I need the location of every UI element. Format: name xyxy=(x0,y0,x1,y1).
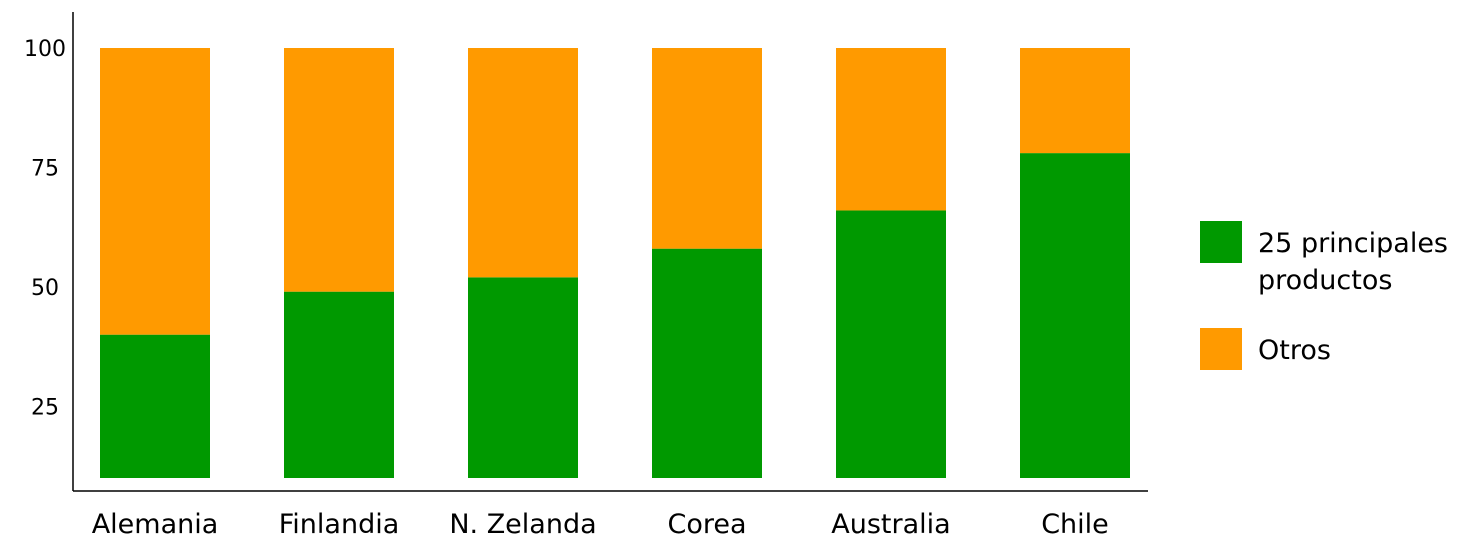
x-category-label: Australia xyxy=(831,509,950,537)
y-tick-label: 50 xyxy=(31,276,59,301)
legend-swatch xyxy=(1200,221,1242,263)
legend-label: productos xyxy=(1258,265,1392,296)
bar-otros-alemania xyxy=(100,48,210,335)
x-category-label: Alemania xyxy=(92,509,219,537)
bar-principales-australia xyxy=(836,210,946,478)
legend-label: Otros xyxy=(1258,335,1331,366)
bar-otros-chile xyxy=(1020,48,1130,154)
bar-otros-finlandia xyxy=(284,48,394,292)
bar-otros-n-zelanda xyxy=(468,48,578,278)
x-category-label: Finlandia xyxy=(279,509,400,537)
legend-label: 25 principales xyxy=(1258,228,1448,259)
y-tick-label: 75 xyxy=(31,156,59,181)
x-category-label: Corea xyxy=(667,509,746,537)
bar-principales-finlandia xyxy=(284,291,394,478)
y-tick-labels: 25 50 75 100 xyxy=(24,37,66,420)
y-tick-label: 25 xyxy=(31,395,59,420)
x-category-labels: Alemania Finlandia N. Zelanda Corea Australi… xyxy=(92,509,1109,537)
bar-principales-chile xyxy=(1020,153,1130,478)
legend-swatch xyxy=(1200,328,1242,370)
bar-principales-corea xyxy=(652,248,762,478)
x-category-label: Chile xyxy=(1041,509,1109,537)
bar-otros-australia xyxy=(836,48,946,211)
bar-otros-corea xyxy=(652,48,762,249)
bars-group xyxy=(100,48,1130,478)
bar-principales-n-zelanda xyxy=(468,277,578,478)
bar-principales-alemania xyxy=(100,334,210,478)
x-category-label: N. Zelanda xyxy=(449,509,596,537)
legend: 25 principales productos Otros xyxy=(1200,221,1448,370)
y-tick-label: 100 xyxy=(24,37,66,62)
